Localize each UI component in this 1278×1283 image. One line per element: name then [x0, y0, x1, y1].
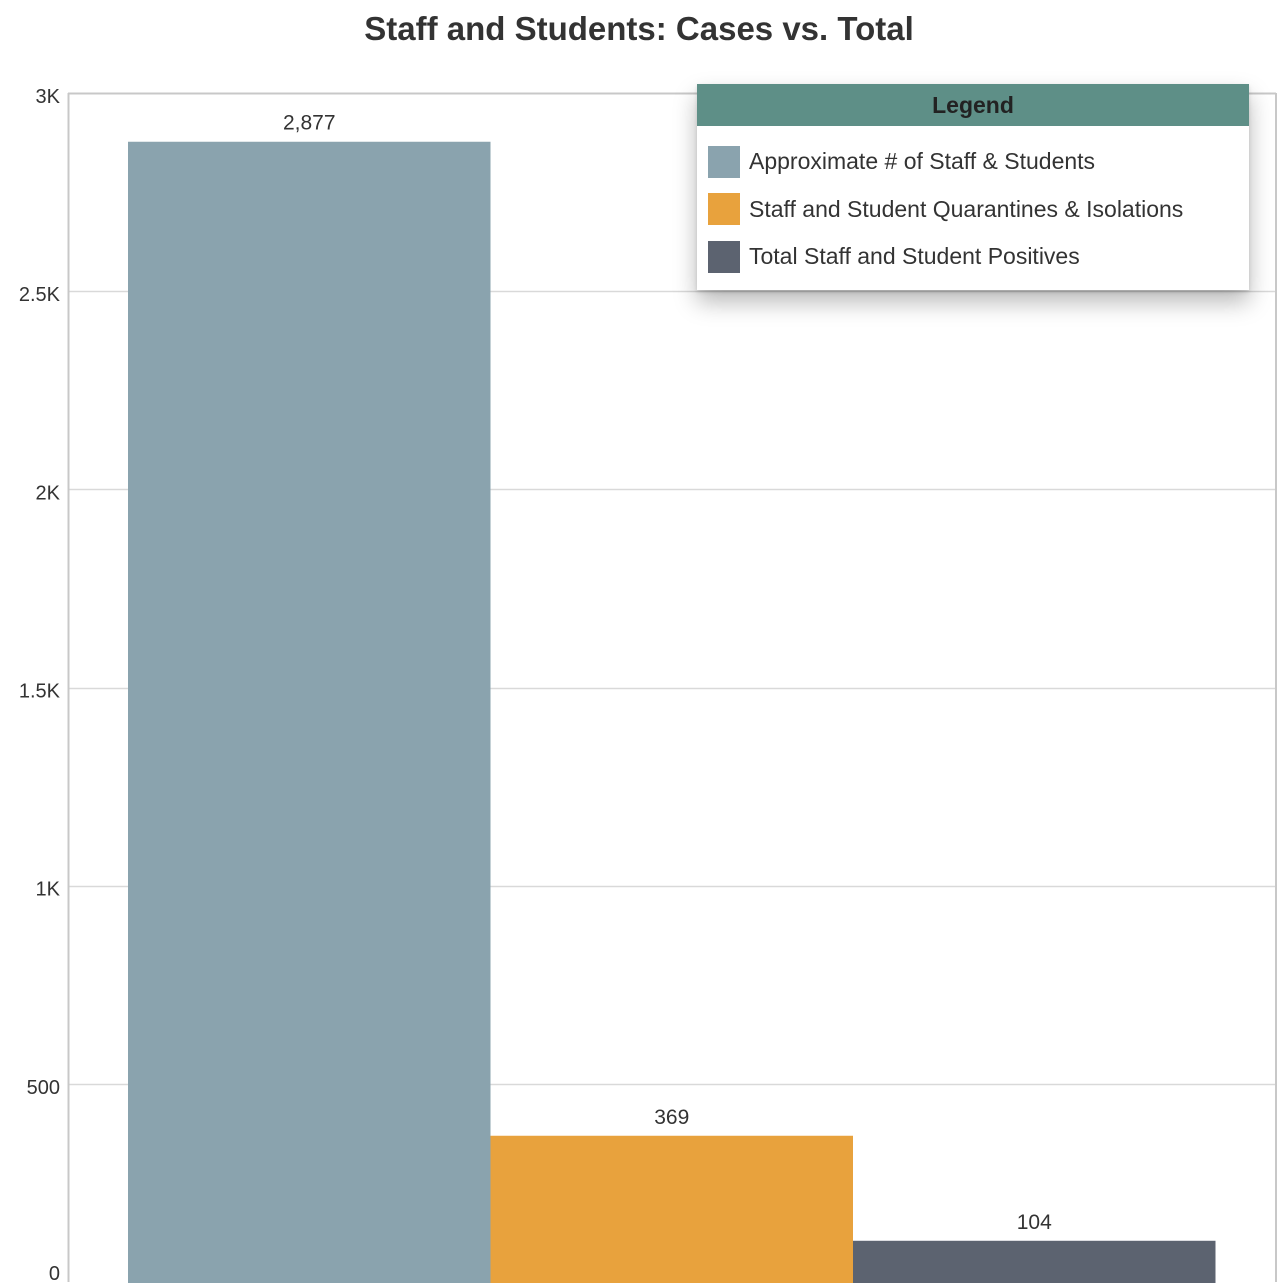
- legend-label: Staff and Student Quarantines & Isolatio…: [749, 195, 1184, 222]
- y-tick-label: 3K: [36, 86, 61, 108]
- legend-item[interactable]: Total Staff and Student Positives: [697, 233, 1249, 281]
- y-tick-label: 2K: [36, 482, 61, 504]
- bar-1[interactable]: [128, 141, 491, 1283]
- y-tick-label: 0: [49, 1263, 60, 1283]
- bar-3[interactable]: [853, 1240, 1216, 1283]
- y-tick-label: 2.5K: [19, 284, 61, 306]
- legend-item[interactable]: Staff and Student Quarantines & Isolatio…: [697, 186, 1249, 234]
- y-tick-label: 1K: [36, 879, 61, 901]
- data-label: 104: [1017, 1211, 1052, 1234]
- chart-title: Staff and Students: Cases vs. Total: [364, 10, 914, 47]
- bar-2[interactable]: [490, 1135, 854, 1283]
- legend-swatch: [708, 240, 740, 273]
- y-tick-label: 1.5K: [19, 681, 61, 703]
- legend-items: Approximate # of Staff & Students Staff a…: [697, 126, 1249, 281]
- legend-label: Approximate # of Staff & Students: [749, 148, 1096, 175]
- legend-label: Total Staff and Student Positives: [749, 243, 1080, 270]
- legend-item[interactable]: Approximate # of Staff & Students: [697, 138, 1249, 186]
- legend-swatch: [708, 145, 740, 178]
- legend: Legend Approximate # of Staff & Students…: [697, 84, 1249, 290]
- data-label: 369: [654, 1106, 689, 1129]
- y-tick-label: 500: [27, 1077, 60, 1099]
- legend-header: Legend: [697, 84, 1249, 126]
- legend-swatch: [708, 193, 740, 226]
- data-label: 2,877: [283, 112, 336, 135]
